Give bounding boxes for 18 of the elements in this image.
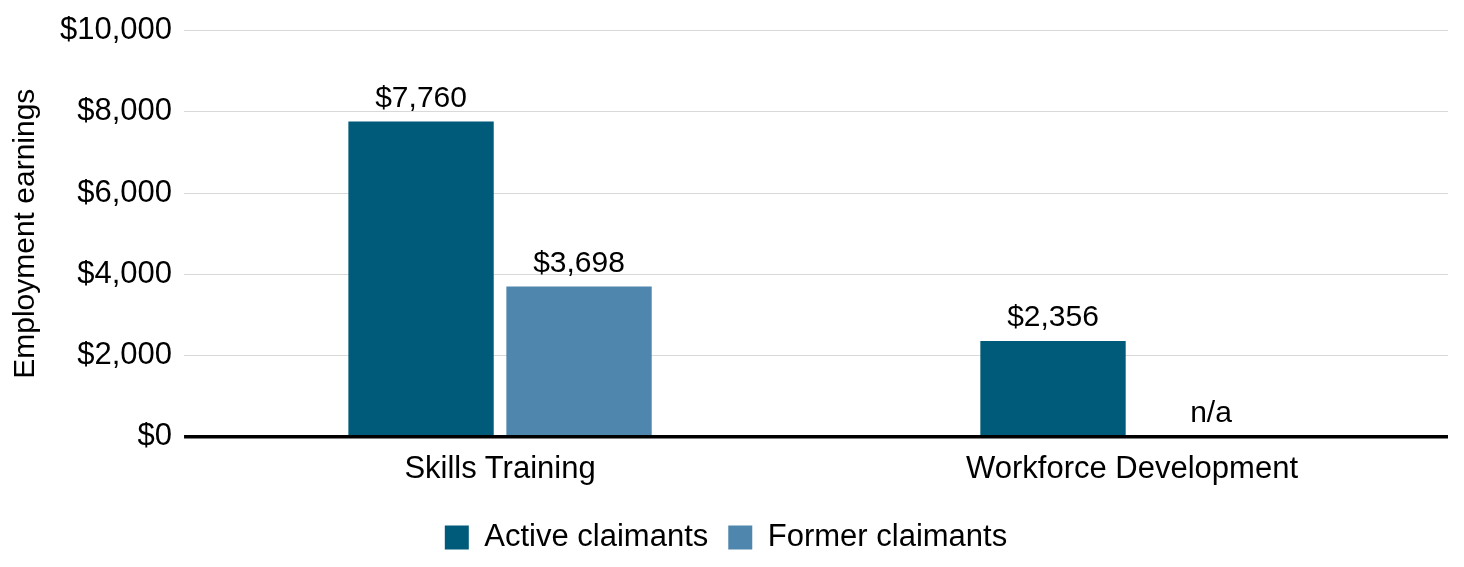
y-axis-title: Employment earnings [7,88,41,379]
y-tick-label: $10,000 [59,11,173,47]
legend-label: Former claimants [767,518,1008,554]
y-tick-label: $6,000 [77,173,173,209]
y-tick-label: $0 [137,417,173,453]
y-tick-label: $4,000 [77,254,173,290]
legend-label: Active claimants [484,518,709,554]
text: n/a [1190,395,1232,429]
x-tick-label: Skills Training [404,449,596,485]
bar [980,341,1126,437]
data-label: $3,698 [533,244,625,278]
data-label: $7,760 [375,79,467,113]
bar [348,121,494,437]
y-tick-label: $2,000 [77,336,173,372]
data-label: $2,356 [1007,299,1099,333]
bar [506,286,652,437]
x-tick-label: Workforce Development [966,449,1299,485]
y-tick-label: $8,000 [77,92,173,128]
